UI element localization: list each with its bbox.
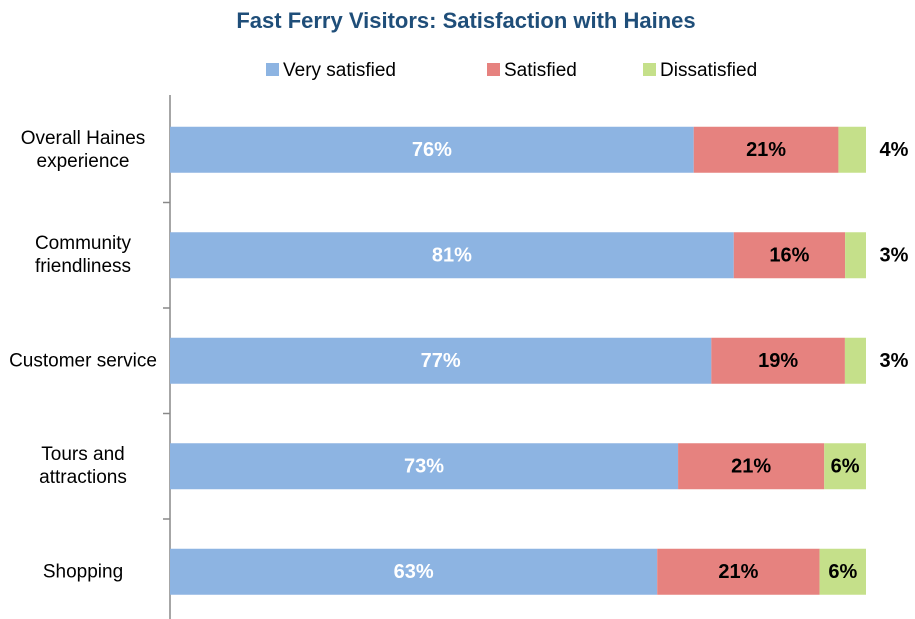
bar-segment bbox=[657, 548, 820, 595]
data-label: 21% bbox=[718, 561, 758, 583]
data-label: 81% bbox=[432, 245, 472, 267]
y-tick-label: Community friendliness bbox=[34, 233, 132, 278]
bar-segment bbox=[170, 232, 734, 279]
legend-swatch bbox=[266, 63, 279, 76]
bar-segment bbox=[838, 126, 866, 173]
bar-segment bbox=[170, 443, 679, 490]
bar-segment bbox=[845, 232, 866, 279]
bar-segment bbox=[170, 337, 712, 384]
data-label: 3% bbox=[880, 350, 909, 372]
data-label: 6% bbox=[828, 561, 857, 583]
data-label: 77% bbox=[421, 350, 461, 372]
bar-segment bbox=[733, 232, 846, 279]
bar-segment bbox=[693, 126, 839, 173]
data-label: 6% bbox=[831, 456, 860, 478]
data-label: 19% bbox=[758, 350, 798, 372]
data-label: 16% bbox=[769, 245, 809, 267]
bar-segment bbox=[824, 443, 866, 490]
bar-segment bbox=[170, 548, 658, 595]
data-label: 63% bbox=[394, 561, 434, 583]
data-label: 73% bbox=[404, 456, 444, 478]
y-tick-label: Overall Haines experience bbox=[20, 127, 146, 172]
data-label: 76% bbox=[412, 139, 452, 161]
bar-segment bbox=[711, 337, 845, 384]
y-tick-label: Shopping bbox=[42, 561, 124, 583]
bar-segment bbox=[844, 337, 866, 384]
data-label: 21% bbox=[746, 139, 786, 161]
bar-segment bbox=[678, 443, 825, 490]
legend-swatch bbox=[487, 63, 500, 76]
legend-swatch bbox=[643, 63, 656, 76]
data-label: 21% bbox=[731, 456, 771, 478]
legend-label: Dissatisfied bbox=[660, 60, 757, 81]
y-tick-label: Customer service bbox=[9, 350, 157, 372]
data-label: 4% bbox=[880, 139, 909, 161]
legend-label: Satisfied bbox=[504, 60, 577, 81]
y-tick-label: Tours and attractions bbox=[39, 444, 127, 489]
data-label: 3% bbox=[880, 245, 909, 267]
legend-label: Very satisfied bbox=[283, 60, 396, 81]
chart-title: Fast Ferry Visitors: Satisfaction with H… bbox=[236, 8, 695, 33]
bar-segment bbox=[170, 126, 694, 173]
bar-segment bbox=[819, 548, 866, 595]
